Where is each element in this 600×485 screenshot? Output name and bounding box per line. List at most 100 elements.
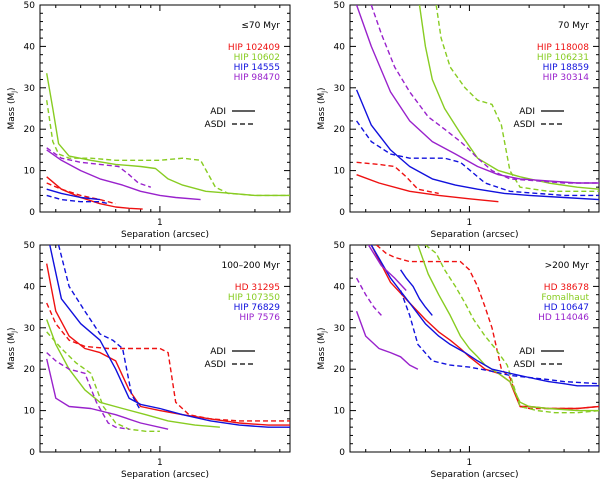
series-line-hip-14555-asdi: [46, 194, 109, 205]
style-legend-label: ASDI: [205, 360, 226, 370]
series-line-hd-10647-asdi: [399, 290, 599, 385]
series-line-hip-98470-adi: [46, 149, 201, 201]
legend-entry: HIP 30314: [543, 73, 590, 83]
y-tick-label: 10: [24, 167, 36, 177]
series-line-hip-107350-asdi: [46, 331, 160, 432]
y-tick-label: 20: [24, 365, 36, 375]
panel-title: 100–200 Myr: [221, 261, 280, 271]
series-line-hip-118008-adi: [356, 174, 499, 203]
legend-entry: HD 114046: [538, 313, 589, 323]
series-line-hip-102409-asdi: [46, 182, 116, 205]
y-tick-label: 0: [339, 448, 345, 458]
series-line-hip-98470-asdi: [46, 147, 152, 188]
y-axis-title-main: Mass (M: [317, 333, 327, 370]
y-tick-label: 0: [29, 448, 35, 458]
y-tick-label: 40: [24, 282, 36, 292]
y-tick-label: 20: [24, 125, 36, 135]
y-axis-title-main: Mass (M: [317, 93, 327, 130]
y-tick-label: 50: [24, 241, 36, 251]
series-line-hip-30314-adi: [355, 5, 599, 184]
y-axis-title-sub: J: [11, 91, 18, 94]
style-legend-label: ADI: [210, 347, 226, 357]
series-line-hd-114046-adi: [355, 310, 419, 370]
series-line-hd-31295-adi: [46, 263, 290, 426]
data-lines: [46, 73, 290, 210]
y-tick-label: 40: [24, 42, 36, 52]
y-tick-label: 10: [24, 407, 36, 417]
plot-frame: [39, 4, 291, 213]
legend-entry: HIP 98470: [234, 73, 281, 83]
legend-entry: HD 38678: [544, 283, 589, 293]
chart-panel-4: 0 10 20 30 40 50 1 Separation (arcsec) Mass (MJ)…: [317, 241, 600, 480]
y-tick-label: 40: [334, 42, 346, 52]
series-line-hd-114046-asdi: [355, 277, 382, 316]
legend-entry: HIP 107350: [228, 293, 280, 303]
x-tick-label: 1: [467, 218, 473, 228]
chart-panel-2: 0 10 20 30 40 50 1 Separation (arcsec) Mass (MJ)…: [317, 1, 600, 240]
series-line-hip-76829-adi: [49, 245, 290, 428]
series-line-hip-106231-asdi: [435, 5, 599, 193]
y-axis-title-close: ): [317, 87, 327, 91]
y-axis-title-main: Mass (M: [7, 93, 17, 130]
y-axis-title: Mass (MJ): [7, 327, 18, 369]
series-line-hip-7576-asdi: [46, 352, 130, 430]
series-line-hip-118008-asdi: [356, 161, 439, 195]
series-line-hip-18859-asdi: [356, 120, 599, 197]
y-tick-label: 0: [29, 208, 35, 218]
series-line-hip-10602-adi: [46, 73, 290, 197]
y-tick-label: 30: [24, 84, 36, 94]
x-axis-title: Separation (arcsec): [121, 230, 209, 240]
series-line-hip-7576-adi: [46, 358, 169, 430]
data-lines: [355, 245, 599, 414]
y-tick-label: 40: [334, 282, 346, 292]
legend-entry: HD 10647: [544, 303, 589, 313]
panel-title: ≤70 Myr: [241, 21, 280, 31]
style-legend-label: ASDI: [205, 120, 226, 130]
y-axis-title-sub: J: [321, 331, 328, 334]
x-tick-label: 1: [467, 458, 473, 468]
series-line-fomalhaut-asdi: [424, 245, 599, 414]
y-axis-title-close: ): [317, 327, 327, 331]
y-axis-title-main: Mass (M: [7, 333, 17, 370]
series-line-hip-106231-adi: [418, 5, 599, 190]
x-tick-label: 1: [157, 458, 163, 468]
style-legend-label: ADI: [519, 107, 535, 117]
y-axis-title: Mass (MJ): [317, 87, 328, 129]
y-tick-label: 50: [334, 1, 346, 11]
panel-title: >200 Myr: [545, 261, 590, 271]
data-lines: [46, 245, 290, 432]
x-axis-title: Separation (arcsec): [121, 470, 209, 480]
y-axis-title-close: ): [7, 87, 17, 91]
y-tick-label: 50: [334, 241, 346, 251]
x-tick-label: 1: [157, 218, 163, 228]
series-line-hip-18859-adi: [355, 89, 599, 201]
x-axis-title: Separation (arcsec): [431, 470, 519, 480]
series-line-hip-76829-asdi: [57, 245, 142, 411]
plot-frame: [349, 4, 600, 213]
chart-panel-3: 0 10 20 30 40 50 1 Separation (arcsec) Mass (MJ)…: [7, 241, 291, 480]
style-legend-label: ASDI: [514, 120, 535, 130]
style-legend-label: ASDI: [514, 360, 535, 370]
y-axis-title: Mass (MJ): [317, 327, 328, 369]
y-tick-label: 30: [334, 324, 346, 334]
y-tick-label: 20: [334, 365, 346, 375]
series-line-hip-102409-adi: [46, 176, 143, 210]
legend-entry: HD 31295: [235, 283, 280, 293]
y-axis-title-sub: J: [11, 331, 18, 334]
y-axis-title: Mass (MJ): [7, 87, 18, 129]
data-lines: [355, 5, 599, 203]
y-tick-label: 0: [339, 208, 345, 218]
series-line-hip-14555-adi: [46, 188, 101, 201]
legend-entry: HIP 7576: [239, 313, 280, 323]
series-line-hip-107350-adi: [46, 319, 220, 428]
legend-entry: Fomalhaut: [541, 293, 589, 303]
legend-entry: HIP 106231: [537, 53, 589, 63]
series-line-hd-31295-asdi: [46, 302, 290, 422]
series-line-hd-114046-adi: [367, 245, 407, 291]
legend-entry: HIP 14555: [234, 63, 280, 73]
y-tick-label: 10: [334, 407, 346, 417]
legend-entry: HIP 102409: [228, 43, 280, 53]
legend-entry: HIP 76829: [234, 303, 281, 313]
legend-entry: HIP 118008: [537, 43, 589, 53]
style-legend-label: ADI: [519, 347, 535, 357]
